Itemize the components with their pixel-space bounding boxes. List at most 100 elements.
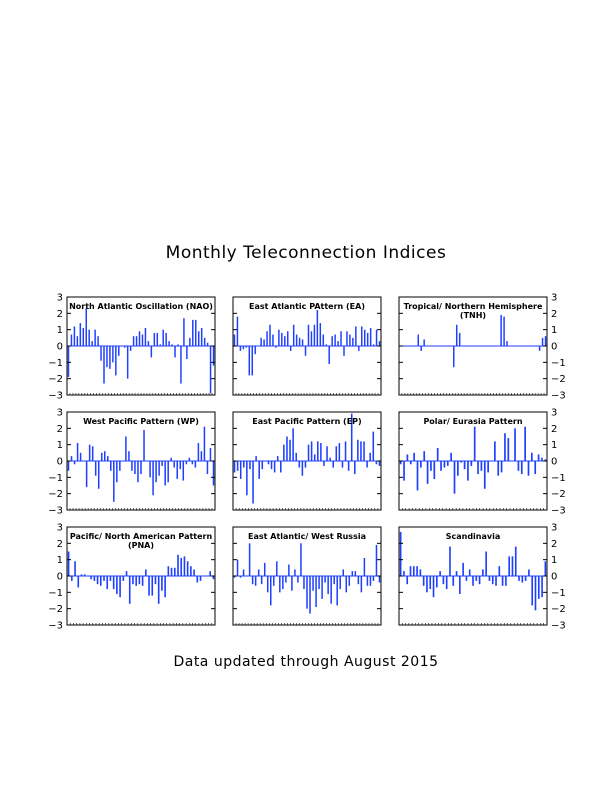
y-tick-label: 2 bbox=[57, 424, 63, 435]
bar bbox=[273, 461, 276, 473]
bar bbox=[288, 564, 290, 576]
bar bbox=[483, 461, 486, 489]
bar bbox=[378, 576, 381, 583]
bar bbox=[174, 346, 176, 358]
bar bbox=[445, 576, 448, 590]
bar bbox=[82, 328, 85, 346]
bar bbox=[99, 576, 102, 586]
bar bbox=[248, 346, 251, 376]
bar bbox=[409, 566, 412, 576]
bar bbox=[477, 461, 479, 475]
bar bbox=[242, 569, 245, 576]
bar bbox=[318, 576, 320, 590]
panel-1: East Atlantic PAttern (EA) bbox=[232, 296, 382, 396]
y-tick-label: −2 bbox=[48, 604, 63, 615]
bar bbox=[517, 461, 520, 471]
bar bbox=[88, 444, 91, 461]
panel-3: −3 −2 −1 0 1 2 3 West Pacific Pattern (WP) bbox=[48, 408, 216, 517]
bar bbox=[399, 531, 402, 576]
bar bbox=[458, 332, 461, 346]
bar bbox=[128, 576, 131, 604]
bar bbox=[310, 441, 313, 461]
bar bbox=[138, 576, 141, 585]
bar bbox=[419, 569, 422, 576]
bar bbox=[417, 334, 419, 346]
bar bbox=[283, 444, 285, 461]
bar bbox=[324, 576, 326, 583]
bar bbox=[171, 344, 173, 346]
panel-title: Pacific/ North American Pattern bbox=[70, 532, 213, 541]
bar bbox=[442, 576, 445, 585]
bar bbox=[363, 558, 366, 576]
panel-title: Polar/ Eurasia Pattern bbox=[423, 417, 522, 426]
y-tick-label: 3 bbox=[57, 293, 63, 304]
bar bbox=[366, 461, 368, 468]
bar bbox=[182, 461, 185, 481]
page-title: Monthly Teleconnection Indices bbox=[165, 243, 447, 263]
bar bbox=[473, 426, 476, 461]
bar bbox=[276, 561, 278, 576]
y-tick-label: −3 bbox=[48, 621, 63, 632]
bar bbox=[520, 461, 523, 475]
bar bbox=[332, 461, 334, 468]
bar bbox=[323, 461, 325, 466]
bar bbox=[156, 332, 159, 346]
y-tick-label: −3 bbox=[48, 506, 63, 517]
bar bbox=[197, 331, 200, 346]
bar bbox=[500, 314, 502, 346]
bar bbox=[67, 461, 70, 471]
bar bbox=[270, 576, 272, 606]
bar bbox=[190, 566, 192, 576]
bar bbox=[173, 567, 176, 576]
bar bbox=[94, 461, 97, 476]
bar bbox=[97, 336, 99, 346]
bar bbox=[295, 334, 298, 346]
bar bbox=[138, 331, 141, 346]
bar bbox=[488, 576, 491, 581]
bar bbox=[103, 576, 105, 581]
bar bbox=[338, 443, 341, 461]
bar bbox=[203, 426, 206, 461]
bar bbox=[468, 569, 471, 576]
y-tick-label: −1 bbox=[48, 358, 63, 369]
bar bbox=[360, 441, 362, 461]
bar bbox=[126, 346, 129, 379]
bar bbox=[186, 346, 188, 360]
bar bbox=[306, 576, 308, 609]
bar bbox=[149, 461, 151, 478]
bar bbox=[272, 334, 274, 346]
bar bbox=[173, 461, 175, 468]
bar bbox=[79, 323, 82, 346]
bar bbox=[212, 346, 215, 366]
bar bbox=[110, 461, 112, 471]
bar bbox=[534, 576, 537, 611]
bar bbox=[135, 336, 138, 346]
bar bbox=[352, 337, 354, 346]
bar bbox=[209, 571, 211, 576]
bar bbox=[263, 562, 266, 576]
bar bbox=[180, 558, 183, 576]
bar bbox=[494, 441, 496, 461]
bar bbox=[339, 576, 341, 590]
bar bbox=[507, 438, 510, 461]
bar bbox=[426, 576, 428, 593]
bar bbox=[161, 461, 163, 466]
y-tick-label: 3 bbox=[551, 293, 557, 304]
bar bbox=[343, 346, 345, 356]
bar bbox=[251, 576, 254, 585]
bar bbox=[128, 451, 130, 461]
bar bbox=[403, 461, 405, 481]
bar bbox=[460, 461, 463, 463]
y-tick-label: −2 bbox=[48, 374, 63, 385]
bar bbox=[329, 457, 331, 461]
bar bbox=[239, 576, 242, 578]
bar bbox=[313, 324, 316, 346]
bar bbox=[291, 576, 293, 591]
bar bbox=[242, 346, 245, 350]
bar bbox=[472, 576, 474, 586]
bar bbox=[248, 543, 251, 576]
bar bbox=[67, 346, 70, 378]
bar bbox=[266, 331, 268, 346]
bar bbox=[131, 461, 133, 471]
